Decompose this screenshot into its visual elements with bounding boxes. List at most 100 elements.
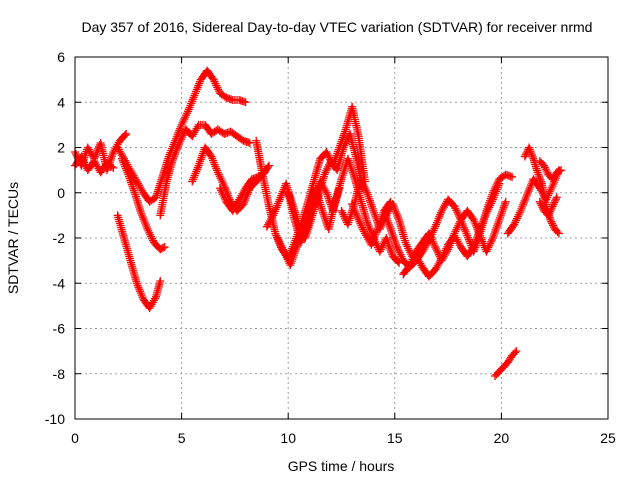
data-point-interp bbox=[453, 208, 462, 217]
data-point-interp bbox=[436, 208, 445, 217]
data-point-interp bbox=[273, 201, 282, 210]
data-point-interp bbox=[208, 74, 217, 83]
data-point-interp bbox=[209, 156, 218, 165]
data-point-interp bbox=[510, 348, 519, 357]
data-point-interp bbox=[432, 218, 441, 227]
data-point-interp bbox=[173, 142, 182, 151]
data-point-interp bbox=[121, 164, 130, 173]
data-point-interp bbox=[107, 152, 116, 161]
data-point-interp bbox=[495, 213, 504, 222]
data-point bbox=[380, 206, 389, 215]
series-arc-4 bbox=[117, 154, 169, 254]
y-tick-label: -10 bbox=[45, 411, 65, 427]
data-point bbox=[309, 195, 318, 204]
data-point bbox=[273, 234, 282, 242]
data-point-interp bbox=[389, 232, 398, 241]
data-point-interp bbox=[324, 151, 333, 160]
y-tick-label: 4 bbox=[57, 94, 65, 110]
data-point-interp bbox=[520, 196, 529, 205]
data-point-interp bbox=[372, 226, 381, 235]
data-point bbox=[296, 238, 305, 247]
data-point-interp bbox=[498, 207, 507, 216]
data-point bbox=[213, 168, 222, 177]
data-point-interp bbox=[121, 162, 130, 171]
data-point-interp bbox=[276, 193, 285, 202]
data-point-interp bbox=[427, 235, 436, 244]
data-point-interp bbox=[190, 171, 199, 180]
data-point bbox=[335, 184, 344, 193]
data-point-interp bbox=[346, 162, 355, 171]
data-point bbox=[495, 215, 504, 224]
data-point bbox=[544, 211, 553, 220]
data-point bbox=[522, 191, 531, 200]
data-point-interp bbox=[551, 195, 560, 204]
data-point-interp bbox=[549, 200, 558, 209]
data-point-interp bbox=[471, 237, 480, 246]
data-point-interp bbox=[195, 77, 204, 86]
data-point-interp bbox=[78, 154, 87, 163]
data-point-interp bbox=[196, 157, 205, 166]
data-point-interp bbox=[384, 218, 393, 227]
data-point-interp bbox=[187, 97, 196, 106]
data-point-interp bbox=[465, 237, 474, 246]
data-point-interp bbox=[193, 165, 202, 174]
data-point-interp bbox=[365, 224, 374, 233]
data-point-interp bbox=[213, 83, 222, 92]
data-point-interp bbox=[439, 250, 448, 259]
data-point-interp bbox=[407, 257, 416, 266]
data-point bbox=[354, 215, 363, 224]
data-point-interp bbox=[364, 222, 373, 231]
data-point-interp bbox=[218, 178, 227, 187]
data-point-interp bbox=[534, 170, 543, 179]
data-point-interp bbox=[393, 211, 402, 220]
data-point bbox=[554, 229, 563, 238]
data-point-interp bbox=[455, 217, 464, 226]
data-point bbox=[343, 154, 352, 163]
data-point-interp bbox=[281, 251, 290, 260]
data-point-interp bbox=[537, 177, 546, 186]
data-point bbox=[363, 188, 372, 197]
data-point-interp bbox=[361, 184, 370, 193]
data-point-interp bbox=[461, 227, 470, 236]
data-point-interp bbox=[473, 230, 482, 239]
data-point-interp bbox=[144, 226, 153, 235]
data-point-interp bbox=[350, 206, 359, 215]
data-point bbox=[469, 243, 478, 252]
data-point bbox=[363, 218, 372, 227]
y-tick-label: -4 bbox=[53, 275, 66, 291]
x-tick-label: 15 bbox=[387, 430, 403, 446]
data-point-interp bbox=[349, 170, 358, 179]
data-point-interp bbox=[540, 163, 549, 172]
data-point bbox=[501, 197, 510, 206]
data-point-interp bbox=[321, 168, 330, 177]
data-point-interp bbox=[218, 190, 227, 199]
chart-title: Day 357 of 2016, Sidereal Day-to-day VTE… bbox=[82, 19, 593, 35]
data-point-interp bbox=[429, 226, 438, 235]
data-point-interp bbox=[377, 243, 386, 252]
data-point-interp bbox=[365, 196, 374, 205]
data-point-interp bbox=[518, 202, 527, 211]
data-point-interp bbox=[393, 257, 402, 266]
data-point-interp bbox=[454, 210, 463, 219]
data-point-interp bbox=[473, 232, 482, 241]
data-point-interp bbox=[278, 243, 287, 252]
data-point-interp bbox=[292, 245, 301, 254]
data-point-interp bbox=[369, 234, 378, 243]
data-point-interp bbox=[206, 151, 215, 160]
data-point bbox=[137, 209, 146, 218]
data-point bbox=[424, 229, 433, 238]
data-point-interp bbox=[118, 156, 127, 165]
data-point-interp bbox=[357, 221, 366, 230]
data-point bbox=[169, 154, 178, 163]
data-point-interp bbox=[323, 164, 332, 173]
data-point-interp bbox=[522, 192, 531, 201]
data-point-interp bbox=[171, 148, 180, 157]
data-point-interp bbox=[126, 176, 135, 185]
data-point-interp bbox=[142, 222, 151, 231]
data-point-interp bbox=[471, 239, 480, 248]
data-point-interp bbox=[535, 174, 544, 183]
data-point-interp bbox=[491, 227, 500, 236]
data-point-interp bbox=[310, 193, 319, 202]
data-point-interp bbox=[385, 222, 394, 231]
data-point-interp bbox=[358, 179, 367, 188]
